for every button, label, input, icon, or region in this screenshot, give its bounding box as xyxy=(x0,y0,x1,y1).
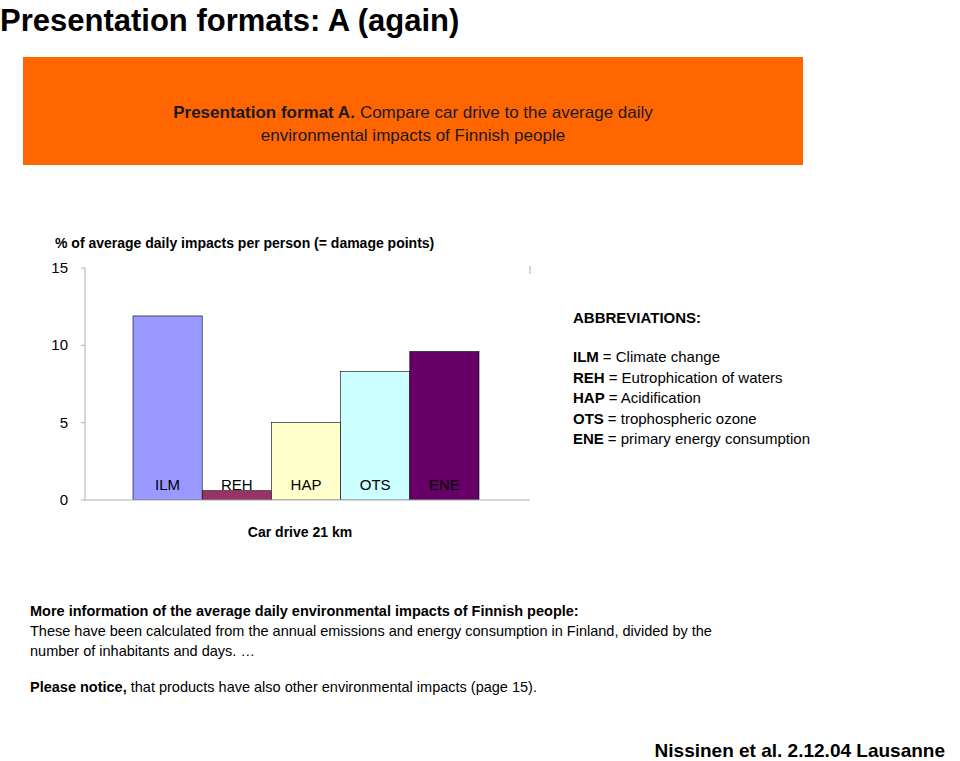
banner-text: environmental impacts of Finnish people xyxy=(261,126,565,145)
bar xyxy=(133,316,202,500)
info-heading: More information of the average daily en… xyxy=(30,603,579,619)
category-label: REH xyxy=(221,476,253,493)
banner-line: Presentation format A. Compare car drive … xyxy=(173,103,653,122)
y-tick-label: 15 xyxy=(51,259,68,276)
abbrev-text: = trophospheric ozone xyxy=(608,410,757,427)
abbrev-item: HAP= Acidification xyxy=(573,389,701,406)
y-tick-label: 10 xyxy=(51,336,68,353)
notice-text: that products have also other environmen… xyxy=(131,679,537,695)
bar xyxy=(341,372,410,500)
y-tick xyxy=(81,422,85,423)
category-label: ILM xyxy=(155,476,180,493)
banner-bold: Presentation format A. xyxy=(173,103,355,122)
abbrev-item: ENE= primary energy consumption xyxy=(573,430,810,447)
abbrev-code: OTS xyxy=(573,410,604,427)
page: {"slide": { "title": "Presentation forma… xyxy=(0,0,960,761)
info-text: These have been calculated from the annu… xyxy=(30,623,712,639)
bar xyxy=(410,352,479,500)
abbrev-item: OTS= trophospheric ozone xyxy=(573,410,757,427)
frame-corner xyxy=(530,266,531,274)
slide-title: Presentation formats: A (again) xyxy=(0,3,459,38)
y-tick-label: 5 xyxy=(60,414,68,431)
bar xyxy=(271,423,340,500)
abbrev-code: REH xyxy=(573,369,605,386)
abbrev-heading: ABBREVIATIONS: xyxy=(573,309,701,326)
y-axis-line xyxy=(85,268,86,500)
abbrev-text: = Eutrophication of waters xyxy=(609,369,783,386)
y-tick xyxy=(81,268,85,269)
abbrev-text: = primary energy consumption xyxy=(608,430,810,447)
abbrev-text: = Acidification xyxy=(609,389,701,406)
y-tick-label: 0 xyxy=(60,491,68,508)
y-tick xyxy=(81,500,85,501)
category-label: HAP xyxy=(291,476,322,493)
abbrev-code: HAP xyxy=(573,389,605,406)
abbrev-item: ILM= Climate change xyxy=(573,348,720,365)
slide: Presentation formats: A (again) Presentat… xyxy=(0,0,960,761)
y-tick xyxy=(81,345,85,346)
category-label: ENE xyxy=(429,476,460,493)
notice: Please notice,that products have also ot… xyxy=(30,679,537,695)
banner-box xyxy=(23,57,803,165)
category-label: OTS xyxy=(360,476,391,493)
abbrev-code: ENE xyxy=(573,430,604,447)
x-axis-line xyxy=(85,500,530,501)
abbrev-text: = Climate change xyxy=(603,348,720,365)
y-axis-label: % of average daily impacts per person (=… xyxy=(55,235,434,251)
abbrev-item: REH= Eutrophication of waters xyxy=(573,369,783,386)
banner-text: Compare car drive to the average daily xyxy=(360,103,653,122)
abbrev-code: ILM xyxy=(573,348,599,365)
notice-bold: Please notice, xyxy=(30,679,127,695)
x-axis-label: Car drive 21 km xyxy=(248,524,352,540)
credit: Nissinen et al. 2.12.04 Lausanne xyxy=(655,740,945,761)
bars xyxy=(133,316,479,500)
info-text: number of inhabitants and days. … xyxy=(30,643,255,659)
